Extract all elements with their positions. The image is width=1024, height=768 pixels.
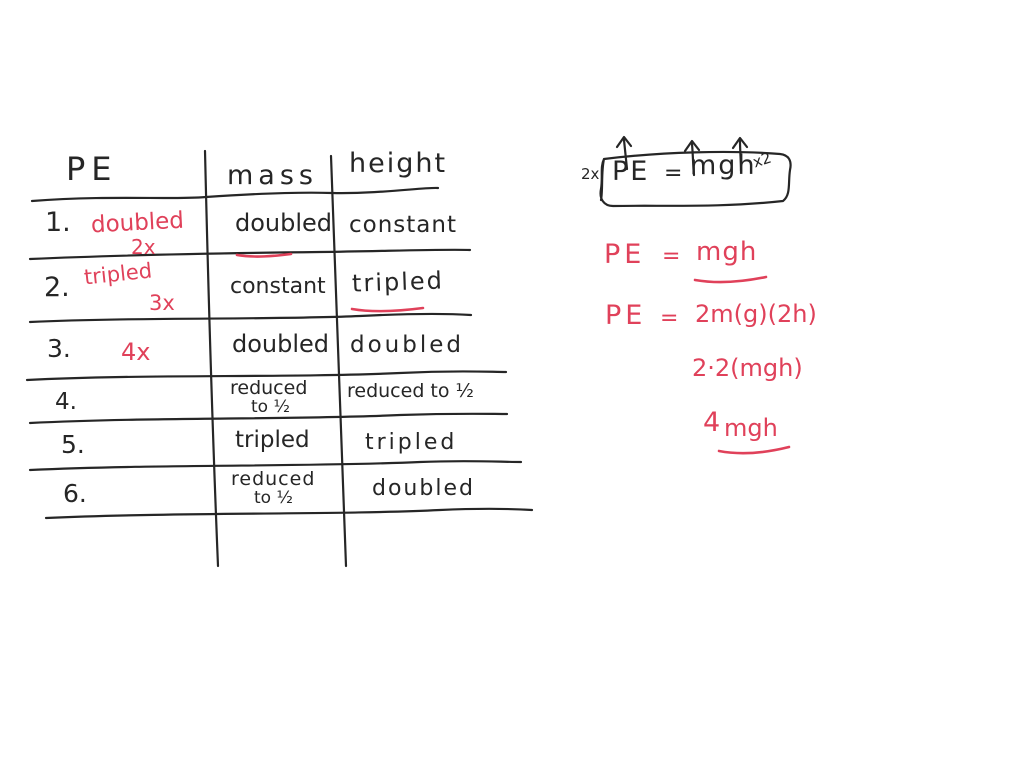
header-mass: mass [227, 160, 318, 191]
row5-mass-cell: tripled [235, 427, 310, 453]
row2-pe-multiplier: 3x [149, 291, 175, 315]
derivation-line2-rhs: 2m(g)(2h) [695, 300, 817, 328]
derivation-line4-coef: 4 [703, 407, 721, 438]
derivation-line4-term: mgh [724, 414, 778, 442]
table-header-rule [30, 186, 440, 203]
row1-pe-multiplier: 2x [131, 235, 156, 259]
formula-rhs: mgh [690, 150, 757, 181]
arrow-1-shaft [622, 138, 629, 171]
row1-number: 1. [45, 207, 71, 238]
derivation-line1-equals: = [662, 244, 681, 269]
row2-mass-cell: constant [230, 274, 326, 299]
formula-box-prefix: 2x [581, 165, 600, 183]
row3-pe-annotation: 4x [121, 338, 151, 366]
row4-height-cell: reduced to ½ [347, 380, 474, 402]
table-row5-rule [28, 460, 523, 472]
row4-mass-cell-line2: to ½ [251, 397, 290, 417]
header-height: height [349, 148, 448, 179]
arrow-2-head [683, 139, 701, 153]
row4-mass-cell-line1: reduced [230, 377, 308, 399]
row6-mass-cell-line2: to ½ [254, 488, 293, 508]
derivation-line1-lhs: PE [604, 239, 646, 270]
header-pe: PE [66, 150, 118, 188]
formula-lhs: PE [612, 156, 650, 187]
row2-height-cell: tripled [351, 266, 445, 298]
underline-height-tripled [350, 306, 425, 313]
arrow-2-shaft [690, 142, 696, 177]
derivation-line2-lhs: PE [605, 300, 647, 331]
row6-number: 6. [63, 479, 87, 508]
table-row1-rule [28, 248, 472, 261]
arrow-3-shaft [738, 139, 743, 173]
row6-height-cell: doubled [372, 476, 475, 501]
row3-number: 3. [47, 334, 71, 363]
row2-number: 2. [44, 272, 70, 303]
arrow-1-head [615, 135, 633, 149]
table-vertical-rule-1 [203, 149, 220, 568]
row1-mass-cell: doubled [235, 209, 333, 237]
row4-number: 4. [55, 389, 77, 415]
derivation-line3: 2·2(mgh) [692, 354, 803, 382]
underline-mass-doubled [235, 252, 293, 258]
formula-box-outline [599, 150, 792, 208]
formula-equals: = [664, 161, 683, 186]
row3-mass-cell: doubled [232, 330, 330, 358]
row1-height-cell: constant [349, 212, 457, 238]
underline-derivation-mgh [693, 275, 768, 284]
row6-mass-cell-line1: reduced [231, 468, 316, 490]
row1-pe-annotation: doubled [90, 207, 185, 239]
derivation-line1-rhs: mgh [696, 237, 758, 267]
table-vertical-rule-2 [329, 154, 348, 568]
row5-height-cell: tripled [365, 430, 458, 455]
row3-height-cell: doubled [350, 332, 464, 358]
derivation-line2-equals: = [660, 306, 679, 331]
table-row6-rule [44, 507, 534, 520]
table-row2-rule [28, 312, 473, 324]
row5-number: 5. [61, 430, 85, 459]
arrow-3-head [731, 136, 749, 150]
underline-result-mgh [717, 445, 791, 455]
